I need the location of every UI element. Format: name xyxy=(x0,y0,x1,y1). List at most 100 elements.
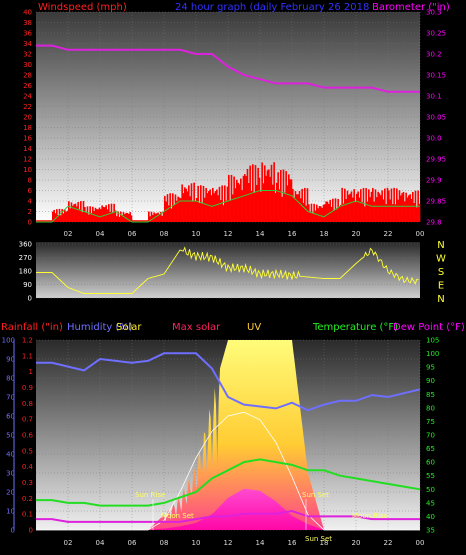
wind-gust-bar xyxy=(404,201,406,222)
wind-gust-bar xyxy=(220,200,222,222)
wind-gust-bar xyxy=(229,200,231,222)
wind-gust-bar xyxy=(128,214,130,222)
wind-gust-bar xyxy=(242,175,245,222)
wind-gust-bar xyxy=(392,204,394,222)
wind-gust-bar xyxy=(393,187,395,222)
wind-gust-bar xyxy=(306,188,309,222)
wind-gust-bar xyxy=(344,188,346,222)
wind-gust-bar xyxy=(280,169,282,222)
wind-gust-bar xyxy=(294,191,297,222)
wind-gust-bar xyxy=(180,198,182,222)
wind-gust-bar xyxy=(277,172,279,222)
wind-gust-bar xyxy=(361,202,363,222)
wind-gust-bar xyxy=(208,191,210,222)
wind-gust-bar xyxy=(157,212,159,222)
direction-tick-label: 360 xyxy=(19,241,32,249)
wind-gust-bar xyxy=(309,211,311,222)
wind-gust-bar xyxy=(281,196,283,222)
wind-gust-bar xyxy=(108,204,110,222)
wind-gust-bar xyxy=(253,192,255,222)
wind-gust-bar xyxy=(201,202,203,222)
barometer-tick-label: 29.9 xyxy=(426,177,442,185)
wind-gust-bar xyxy=(177,196,179,222)
wind-gust-bar xyxy=(402,191,405,222)
sun-temp-x-tick-label: 14 xyxy=(256,539,265,547)
humidity-tick-label: 20 xyxy=(6,489,15,497)
sun-temp-x-tick-label: 00 xyxy=(416,539,425,547)
wind-tick-label: 38 xyxy=(23,19,32,27)
sun-rise-label: Sun Rise xyxy=(135,491,165,499)
rainfall-tick-label: 0.2 xyxy=(22,495,33,503)
barometer-tick-label: 30.3 xyxy=(426,9,442,17)
wind-gust-bar xyxy=(205,187,207,222)
wind-gust-bar xyxy=(228,175,230,222)
sun-temp-x-tick-label: 02 xyxy=(64,539,73,547)
barometer-tick-label: 30.1 xyxy=(426,93,442,101)
wind-gust-bar xyxy=(265,175,267,222)
wind-x-tick-label: 22 xyxy=(384,230,393,238)
wind-gust-bar xyxy=(330,206,333,222)
wind-gust-bar xyxy=(286,185,289,222)
wind-x-tick-label: 02 xyxy=(64,230,73,238)
wind-x-tick-label: 10 xyxy=(192,230,201,238)
wind-gust-bar xyxy=(324,204,326,222)
wind-gust-bar xyxy=(293,198,295,222)
wind-gust-bar xyxy=(338,206,341,222)
wind-x-tick-label: 12 xyxy=(224,230,233,238)
wind-gust-bar xyxy=(98,207,101,222)
direction-tick-label: 0 xyxy=(28,295,32,303)
wind-gust-bar xyxy=(356,193,358,222)
direction-letter: N xyxy=(437,294,444,305)
wind-gust-bar xyxy=(278,189,281,222)
wind-gust-bar xyxy=(345,198,347,222)
moon-set-label: Moon Set xyxy=(161,512,194,520)
wind-gust-bar xyxy=(244,174,246,222)
wind-gust-bar xyxy=(406,197,409,222)
wind-gust-bar xyxy=(104,207,106,222)
wind-gust-bar xyxy=(325,201,327,222)
wind-x-tick-label: 20 xyxy=(352,230,361,238)
wind-gust-bar xyxy=(246,168,249,222)
wind-gust-bar xyxy=(409,194,411,222)
wind-gust-bar xyxy=(81,212,83,222)
wind-gust-bar xyxy=(113,203,115,222)
wind-gust-bar xyxy=(322,204,325,222)
sun-temp-x-tick-label: 20 xyxy=(352,539,361,547)
wind-gust-bar xyxy=(264,165,266,222)
rainfall-tick-label: 0.7 xyxy=(22,416,33,424)
wind-gust-bar xyxy=(352,197,354,222)
wind-tick-label: 18 xyxy=(23,124,32,132)
temperature-tick-label: 65 xyxy=(426,445,435,453)
temperature-tick-label: 55 xyxy=(426,472,435,480)
wind-gust-bar xyxy=(234,188,237,222)
wind-gust-bar xyxy=(320,206,322,222)
humidity-tick-label: 100 xyxy=(2,337,15,345)
temperature-tick-label: 80 xyxy=(426,404,435,412)
wind-gust-bar xyxy=(57,215,59,222)
wind-tick-label: 34 xyxy=(23,40,32,48)
wind-gust-bar xyxy=(358,197,361,222)
wind-gust-bar xyxy=(118,216,121,222)
wind-gust-bar xyxy=(268,169,270,222)
uv-axis-title: UV xyxy=(247,322,261,333)
wind-gust-bar xyxy=(300,198,302,222)
wind-gust-bar xyxy=(238,184,241,222)
wind-gust-bar xyxy=(360,189,362,222)
humidity-tick-label: 70 xyxy=(6,394,15,402)
wind-gust-bar xyxy=(257,167,259,222)
temperature-axis-title: Temperature (°F) xyxy=(312,322,398,333)
wind-gust-bar xyxy=(412,191,414,222)
wind-gust-bar xyxy=(62,213,65,222)
wind-gust-bar xyxy=(304,187,306,222)
temperature-tick-label: 95 xyxy=(426,364,435,372)
wind-gust-bar xyxy=(245,176,247,222)
rainfall-tick-label: 0.5 xyxy=(22,447,33,455)
temperature-tick-label: 75 xyxy=(426,418,435,426)
wind-gust-bar xyxy=(232,194,234,222)
wind-gust-bar xyxy=(377,191,379,222)
humidity-tick-label: 60 xyxy=(6,413,15,421)
wind-gust-bar xyxy=(90,213,93,222)
wind-tick-label: 24 xyxy=(23,93,32,101)
chart-marks xyxy=(36,44,421,531)
